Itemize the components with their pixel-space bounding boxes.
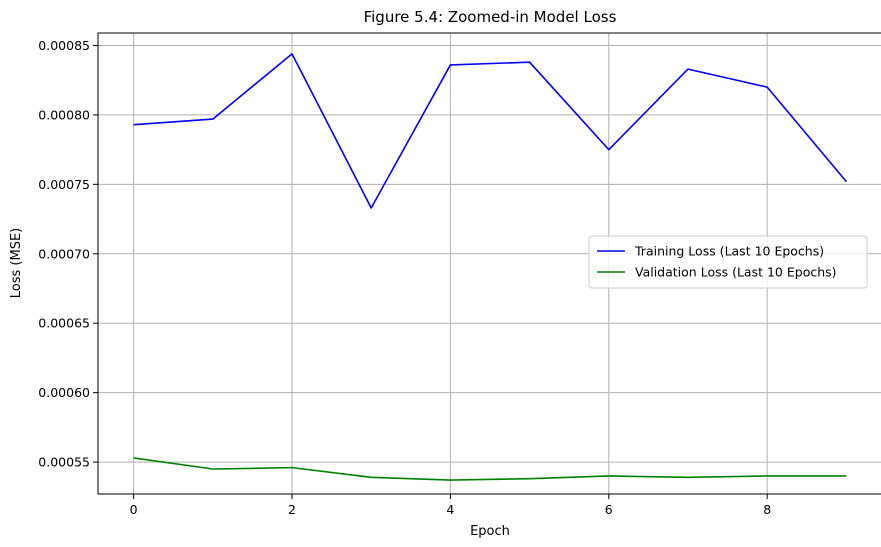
x-tick-label: 6: [605, 502, 613, 517]
y-tick-label: 0.00065: [38, 316, 90, 331]
legend-label: Training Loss (Last 10 Epochs): [634, 244, 824, 259]
x-tick-label: 4: [446, 502, 454, 517]
y-tick-label: 0.00070: [38, 246, 90, 261]
chart-title: Figure 5.4: Zoomed-in Model Loss: [364, 8, 617, 26]
legend: Training Loss (Last 10 Epochs) Validation…: [588, 235, 868, 289]
training-loss-line: [133, 53, 847, 209]
y-axis-ticks: 0.00055 0.00060 0.00065 0.00070 0.00075 0.000…: [38, 38, 98, 470]
y-tick-label: 0.00080: [38, 107, 90, 122]
legend-box: [588, 235, 868, 289]
y-tick-label: 0.00055: [38, 455, 90, 470]
x-tick-label: 8: [763, 502, 771, 517]
x-axis-ticks: 0 2 4 6 8: [130, 494, 771, 517]
y-tick-label: 0.00075: [38, 177, 90, 192]
y-tick-label: 0.00060: [38, 385, 90, 400]
legend-label: Validation Loss (Last 10 Epochs): [635, 265, 837, 280]
validation-loss-line: [133, 457, 847, 481]
x-tick-label: 2: [288, 502, 296, 517]
x-axis-label: Epoch: [470, 524, 510, 539]
plot-frame: [97, 32, 881, 495]
x-tick-label: 0: [130, 502, 138, 517]
y-axis-label: Loss (MSE): [9, 228, 24, 298]
y-tick-label: 0.00085: [38, 38, 90, 53]
series-lines: [133, 53, 847, 481]
